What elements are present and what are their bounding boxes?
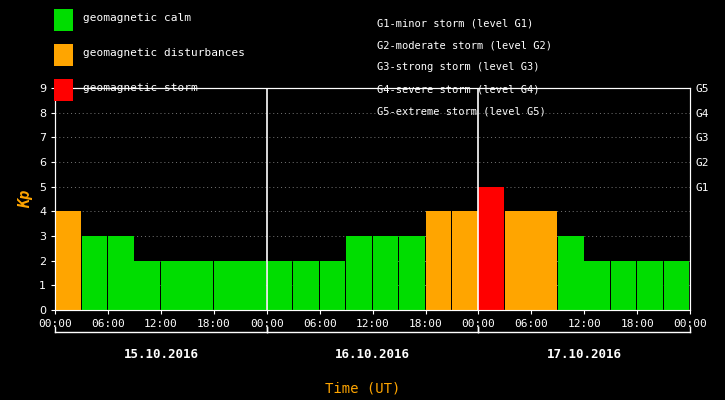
Text: G1-minor storm (level G1): G1-minor storm (level G1): [377, 18, 534, 28]
Text: geomagnetic storm: geomagnetic storm: [83, 83, 198, 93]
Bar: [531, 211, 557, 310]
Text: 17.10.2016: 17.10.2016: [547, 348, 622, 361]
Y-axis label: Kp: Kp: [18, 190, 33, 208]
Bar: [346, 236, 372, 310]
Bar: [558, 236, 584, 310]
Bar: [663, 261, 689, 310]
Bar: [399, 236, 425, 310]
Bar: [161, 261, 186, 310]
Bar: [426, 211, 451, 310]
Text: 16.10.2016: 16.10.2016: [335, 348, 410, 361]
Bar: [214, 261, 239, 310]
Bar: [584, 261, 610, 310]
Text: geomagnetic calm: geomagnetic calm: [83, 13, 191, 23]
Text: Time (UT): Time (UT): [325, 382, 400, 396]
Bar: [187, 261, 213, 310]
Bar: [505, 211, 531, 310]
Bar: [240, 261, 266, 310]
Bar: [81, 236, 107, 310]
Bar: [373, 236, 398, 310]
Bar: [320, 261, 345, 310]
Bar: [452, 211, 478, 310]
Text: G5-extreme storm (level G5): G5-extreme storm (level G5): [377, 106, 546, 116]
Bar: [108, 236, 133, 310]
Bar: [610, 261, 637, 310]
Bar: [134, 261, 160, 310]
Bar: [55, 211, 80, 310]
Bar: [293, 261, 319, 310]
Text: geomagnetic disturbances: geomagnetic disturbances: [83, 48, 245, 58]
Bar: [637, 261, 663, 310]
Text: G3-strong storm (level G3): G3-strong storm (level G3): [377, 62, 539, 72]
Text: 15.10.2016: 15.10.2016: [123, 348, 199, 361]
Text: G4-severe storm (level G4): G4-severe storm (level G4): [377, 84, 539, 94]
Bar: [267, 261, 292, 310]
Text: G2-moderate storm (level G2): G2-moderate storm (level G2): [377, 40, 552, 50]
Bar: [478, 187, 504, 310]
